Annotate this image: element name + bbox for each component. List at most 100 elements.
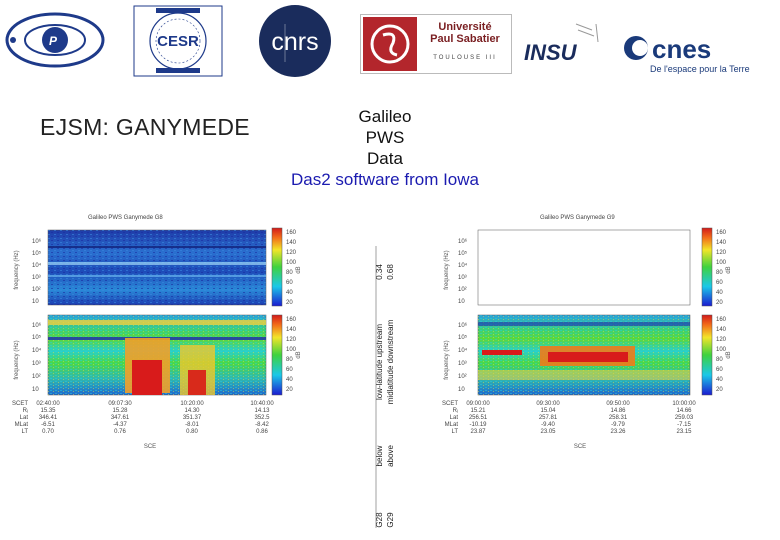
tick: 10⁵ [32,334,42,341]
left-top-colorbar-label: dB [296,266,302,273]
tick: 10⁵ [32,250,42,257]
tick: 100 [716,347,727,353]
tick: 160 [716,317,727,323]
right-spectrogram: Galileo PWS Ganymede G9 frequency (Hz) f… [442,215,732,450]
tick: 10² [458,374,467,380]
middle-bottom-b: G29 [386,512,395,528]
tick: 160 [286,317,297,323]
tick: 10⁶ [32,322,42,329]
middle-low-b: above [386,445,395,467]
ephem-value: 14.13 [254,408,270,414]
ups-emblem-icon [363,17,417,71]
tick: 10² [32,287,41,293]
lpp-logo: P [5,12,105,68]
ephem-value: -4.37 [113,422,127,428]
right-top-yticks: 10⁶ 10⁵ 10⁴ 10³ 10² 10 [458,238,468,305]
tick: 20 [716,300,723,306]
cnrs-logo: cnrs [259,5,331,77]
left-top-y-label: frequency (Hz) [14,250,20,289]
right-bottom-colorbar [701,314,713,396]
ephem-value: 23.15 [676,429,692,435]
left-bottom-yticks: 10⁶ 10⁵ 10⁴ 10³ 10² 10 [32,322,42,393]
middle-low-a: below [375,445,384,466]
ephem-label: LT [451,429,458,435]
tick: 40 [716,290,723,296]
ephem-value: 15.21 [470,408,486,414]
ephem-value: 23.26 [610,429,626,435]
left-bottom-y-label: frequency (Hz) [14,340,20,379]
ups-line1: Université [438,21,492,33]
ephem-value: 15.35 [40,408,56,414]
middle-mid-a: low-latitude upstream [375,324,384,400]
tick: 40 [286,290,293,296]
ephem-value: 23.87 [470,429,486,435]
middle-top-a: 0.34 [375,264,384,280]
right-top-colorbar-ticks: 160 140 120 100 80 60 40 20 [716,230,727,306]
left-bottom-colorbar [271,314,283,396]
ephem-value: 0.76 [114,429,126,435]
tick: 20 [286,387,293,393]
right-top-y-label: frequency (Hz) [444,250,450,289]
cnrs-text: cnrs [271,28,318,56]
ephem-value: 15.04 [540,408,556,414]
tick: 40 [286,377,293,383]
ups-line2: Paul Sabatier [430,33,500,45]
ephem-label: Lat [20,415,29,421]
right-ephemeris: SCET Rⱼ Lat MLat LT 09:00:00 15.21 256.5… [442,401,696,435]
ephem-value: 09:07:30 [108,401,132,407]
ephem-value: 09:30:00 [536,401,560,407]
ephem-value: 257.81 [539,415,558,421]
middle-bottom-a: G28 [375,512,384,528]
ephem-value: 346.41 [39,415,58,421]
tick: 10⁴ [458,262,468,269]
ephem-label: SCET [12,401,28,407]
tick: 80 [286,357,293,363]
tick: 60 [286,367,293,373]
ephem-value: 0.86 [256,429,268,435]
ephem-value: 10:00:00 [672,401,696,407]
right-top-spectrogram [477,229,691,306]
ephem-value: 14.66 [676,408,692,414]
galileo-line3: Data [367,149,403,168]
tick: 10 [32,387,39,393]
tick: 120 [716,250,727,256]
universite-paul-sabatier-logo: Université Paul Sabatier TOULOUSE III [360,14,512,74]
tick: 120 [286,337,297,343]
right-x-label: SCE [574,444,586,450]
cnes-text: cnes [652,34,711,64]
ephem-value: 14.86 [610,408,626,414]
tick: 120 [716,337,727,343]
tick: 10⁴ [32,262,42,269]
middle-mid-b: midlatitude downstream [386,319,395,404]
tick: 10³ [458,361,467,367]
tick: 160 [286,230,297,236]
left-top-yticks: 10⁶ 10⁵ 10⁴ 10³ 10² 10 [32,238,42,305]
ephem-value: 0.80 [186,429,198,435]
galileo-line2: PWS [365,128,405,147]
ephem-label: Lat [450,415,459,421]
tick: 80 [286,270,293,276]
ephem-value: 15.28 [112,408,128,414]
left-x-label: SCE [144,444,156,450]
tick: 100 [716,260,727,266]
middle-labels: 0.34 0.68 low-latitude upstream midlatit… [375,246,395,528]
left-spectrogram: Galileo PWS Ganymede G8 frequency (Hz) f… [12,215,302,450]
cnes-tagline: De l'espace pour la Terre [650,64,750,74]
ephem-value: 258.31 [609,415,628,421]
cesr-text: CESR [157,33,199,50]
right-panel-title: Galileo PWS Ganymede G9 [540,215,615,221]
tick: 140 [286,240,297,246]
tick: 10³ [32,361,41,367]
right-bottom-y-label: frequency (Hz) [444,340,450,379]
ephem-value: 23.05 [540,429,556,435]
ephem-value: 02:40:00 [36,401,60,407]
left-top-colorbar [271,227,283,307]
tick: 20 [286,300,293,306]
ephem-label: Rⱼ [23,408,28,414]
ephem-value: 14.30 [184,408,200,414]
tick: 20 [716,387,723,393]
ephem-value: -9.40 [541,422,555,428]
cesr-logo: CESR [133,5,223,77]
ephem-value: 10:40:00 [250,401,274,407]
ephem-value: -7.15 [677,422,691,428]
